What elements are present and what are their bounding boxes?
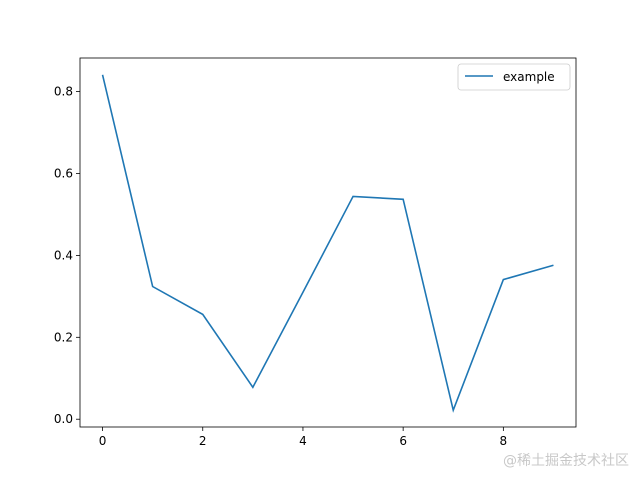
y-tick-label: 0.8	[54, 85, 73, 99]
x-tick-label: 4	[299, 434, 307, 448]
legend-label: example	[503, 70, 555, 84]
y-tick-label: 0.4	[54, 248, 73, 262]
axes-frame	[79, 57, 577, 428]
x-tick-label: 8	[500, 434, 508, 448]
y-tick-label: 0.2	[54, 330, 73, 344]
legend-box	[457, 63, 571, 91]
x-tick-label: 2	[199, 434, 207, 448]
series-line	[101, 74, 554, 413]
y-tick-label: 0.6	[54, 166, 73, 180]
x-tick-label: 0	[99, 434, 107, 448]
x-tick-label: 6	[399, 434, 407, 448]
watermark: @稀土掘金技术社区	[503, 453, 629, 469]
y-tick-label: 0.0	[54, 412, 73, 426]
